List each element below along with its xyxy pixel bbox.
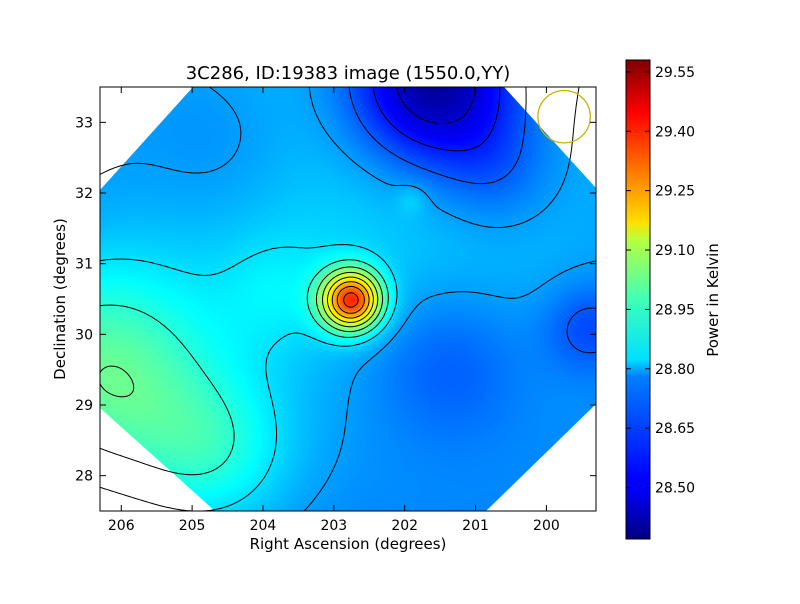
contour-level-1 bbox=[372, 87, 501, 152]
contour-level-5 bbox=[100, 259, 389, 476]
beam-circle bbox=[537, 89, 591, 144]
contour-level-0 bbox=[396, 87, 476, 124]
chart-title: 3C286, ID:19383 image (1550.0,YY) bbox=[186, 63, 511, 84]
y-tick-label: 29 bbox=[75, 398, 93, 414]
y-tick-label: 30 bbox=[75, 327, 93, 343]
contour-level-10 bbox=[336, 286, 365, 314]
contour-level-8 bbox=[327, 276, 374, 323]
colorbar-gradient bbox=[626, 60, 650, 539]
x-tick-label: 201 bbox=[462, 518, 489, 534]
plot-frame bbox=[99, 86, 597, 512]
y-tick-label: 32 bbox=[75, 186, 93, 202]
contour-level-2 bbox=[348, 87, 596, 354]
x-tick-label: 203 bbox=[320, 518, 347, 534]
colorbar-tick-label: 28.95 bbox=[655, 302, 695, 318]
colorbar-tick-label: 29.55 bbox=[655, 65, 695, 81]
x-tick-label: 204 bbox=[250, 518, 277, 534]
colorbar: 28.50 28.65 28.80 28.95 29.10 29.25 29.40 29.55… bbox=[625, 59, 722, 540]
y-tick-label: 33 bbox=[75, 115, 93, 131]
contour-level-11 bbox=[343, 292, 359, 308]
y-tick-label: 28 bbox=[75, 469, 93, 485]
x-tick-label: 206 bbox=[108, 518, 135, 534]
x-axis: 206 205 204 203 202 201 200 bbox=[108, 87, 560, 534]
x-tick-label: 202 bbox=[391, 518, 418, 534]
plot-area bbox=[99, 86, 597, 512]
colorbar-frame bbox=[625, 59, 651, 540]
contour-level-4 bbox=[100, 244, 398, 511]
contour-level-6 bbox=[100, 266, 384, 398]
y-axis-label: Declination (degrees) bbox=[51, 218, 69, 380]
contour-level-9 bbox=[331, 281, 370, 319]
y-tick-label: 31 bbox=[75, 257, 93, 273]
colorbar-tick-label: 28.65 bbox=[655, 421, 695, 437]
contour-lines bbox=[100, 87, 596, 511]
colorbar-tick-label: 29.25 bbox=[655, 184, 695, 200]
y-axis: 28 29 30 31 32 33 bbox=[75, 115, 596, 485]
contour-level-7 bbox=[322, 271, 379, 328]
colorbar-tick-label: 28.80 bbox=[655, 362, 695, 378]
x-tick-label: 200 bbox=[533, 518, 560, 534]
colorbar-ticks: 28.50 28.65 28.80 28.95 29.10 29.25 29.40 29.55 bbox=[626, 65, 695, 497]
heatmap-image bbox=[100, 87, 596, 511]
colorbar-tick-label: 29.10 bbox=[655, 243, 695, 259]
x-axis-label: Right Ascension (degrees) bbox=[250, 535, 447, 553]
colorbar-tick-label: 28.50 bbox=[655, 481, 695, 497]
colorbar-tick-label: 29.40 bbox=[655, 124, 695, 140]
x-tick-label: 205 bbox=[179, 518, 206, 534]
colorbar-label: Power in Kelvin bbox=[704, 243, 722, 357]
